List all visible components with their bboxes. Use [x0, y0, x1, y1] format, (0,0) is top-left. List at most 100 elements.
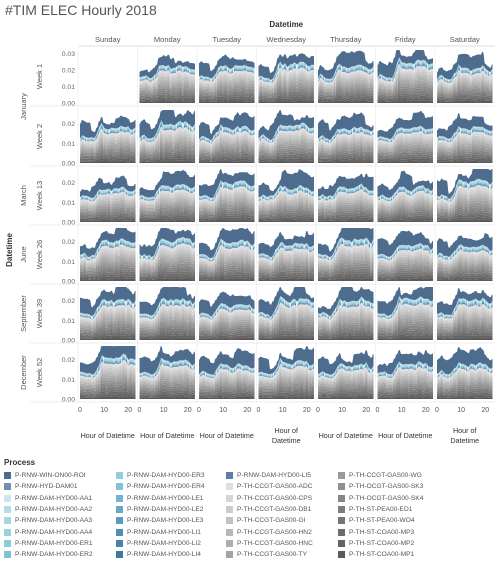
area-p-rnw-dam-hyd00-le3	[318, 129, 374, 143]
legend-item[interactable]: P-TH-CCGT-GAS00-TY	[226, 549, 338, 560]
legend-item[interactable]: P-TH-CCGT-GAS00-HNC	[226, 538, 338, 549]
legend-item[interactable]: P-RNW-WIN-ON00-ROI	[4, 470, 116, 481]
area-p-rnw-dam-hyd00-li4	[199, 128, 255, 144]
area-p-th-ocgt-gas00-sk4	[139, 324, 195, 334]
x-axis-label: Datetime	[272, 436, 301, 445]
area-p-th-ocgt-gas00-sk4	[437, 324, 493, 333]
legend-item[interactable]: P-RNW-DAM-HYD00-AA4	[4, 526, 116, 537]
area-p-th-ccgt-gas00-hnc	[437, 80, 493, 92]
area-p-th-ccgt-gas00-gi	[377, 196, 433, 208]
area-p-th-st-coa00-mp1	[258, 100, 314, 103]
legend-item[interactable]: P-TH-CCGT-GAS00-DB1	[226, 504, 338, 515]
area-p-th-ccgt-gas00-adc	[377, 248, 433, 262]
area-p-th-ccgt-gas00-adc	[139, 69, 195, 83]
area-p-th-st-coa00-mp3	[377, 332, 433, 338]
legend-item[interactable]: P-RNW-DAM-HYD00-LI4	[116, 549, 226, 560]
area-p-th-st-coa00-mp1	[318, 160, 374, 163]
column-header-title: Datetime	[269, 20, 303, 29]
area-p-rnw-dam-hyd00-er2	[258, 359, 314, 376]
area-p-th-st-pea00-ed1	[199, 268, 255, 276]
legend-item[interactable]: P-RNW-DAM-HYD00-ER2	[4, 549, 116, 560]
legend-item[interactable]: P-TH-ST-COA00-MP2	[338, 538, 450, 549]
area-p-th-ccgt-gas00-hnc	[199, 81, 255, 91]
area-p-th-st-coa00-mp2	[258, 394, 314, 398]
legend-item[interactable]: P-RNW-DAM-HYD00-ER1	[4, 538, 116, 549]
legend-item[interactable]	[116, 560, 226, 571]
legend-item[interactable]: P-RNW-HYD-DAM01	[4, 481, 116, 492]
legend-item[interactable]: P-RNW-DAM-HYD00-LE2	[116, 504, 226, 515]
legend-item[interactable]: P-RNW-DAM-HYD00-AA2	[4, 504, 116, 515]
legend-item[interactable]: P-RNW-DAM-HYD00-LE3	[116, 515, 226, 526]
area-p-th-ocgt-gas00-sk3	[139, 263, 195, 274]
area-p-th-ccgt-gas00-hn2	[437, 78, 493, 90]
x-tick-label: 20	[422, 407, 430, 414]
area-p-th-ccgt-gas00-hn2	[139, 313, 195, 327]
legend-item[interactable]: P-RNW-DAM-HYD00-LE1	[116, 493, 226, 504]
area-p-th-ccgt-gas00-adc	[80, 191, 136, 203]
area-p-th-ccgt-gas00-ty	[377, 79, 433, 92]
legend-swatch	[338, 517, 345, 525]
legend-item[interactable]: P-TH-CCGT-GAS00-CPS	[226, 493, 338, 504]
area-p-rnw-dam-hyd00-li5	[318, 366, 374, 379]
area-p-th-ccgt-gas00-ty	[258, 378, 314, 388]
area-p-th-ccgt-gas00-db1	[139, 308, 195, 324]
area-p-th-ccgt-gas00-cps	[437, 251, 493, 264]
legend-item[interactable]: P-RNW-DAM-HYD00-LI2	[116, 538, 226, 549]
area-p-th-ccgt-gas00-gi	[258, 196, 314, 207]
area-p-th-ccgt-gas00-hnc	[80, 201, 136, 210]
legend-item[interactable]: P-TH-CCGT-GAS00-GI	[226, 515, 338, 526]
area-p-th-ccgt-gas00-cps	[318, 70, 374, 86]
legend-item[interactable]: P-TH-ST-PEA00-WO4	[338, 515, 450, 526]
area-p-th-ccgt-gas00-ty	[199, 379, 255, 388]
area-p-rnw-hyd-dam01	[199, 124, 255, 141]
legend-item[interactable]	[338, 560, 450, 571]
area-p-th-ccgt-gas00-gi	[199, 136, 255, 150]
faceted-area-chart: Datetime Sunday Monday Tuesday Wednesday Thur…	[5, 20, 495, 445]
area-p-th-ccgt-gas00-gi	[377, 308, 433, 325]
legend-label: P-TH-OCGT-GAS00-SK3	[349, 483, 424, 491]
area-p-th-ccgt-gas00-hnc	[139, 200, 195, 210]
area-p-th-ccgt-gas00-db1	[80, 132, 136, 147]
area-p-rnw-dam-hyd00-er3	[258, 124, 314, 142]
area-p-th-ccgt-gas00-adc	[80, 304, 136, 322]
area-p-rnw-dam-hyd00-li1	[437, 67, 493, 83]
legend-swatch	[226, 528, 233, 536]
area-p-th-ccgt-gas00-ty	[139, 378, 195, 388]
legend-item[interactable]: P-RNW-DAM-HYD00-ER4	[116, 481, 226, 492]
legend-item[interactable]: P-RNW-DAM-HYD00-LI1	[116, 526, 226, 537]
legend-item[interactable]: P-TH-CCGT-GAS00-WG	[338, 470, 450, 481]
area-p-th-ccgt-gas00-db1	[139, 74, 195, 87]
area-p-th-ccgt-gas00-gi	[139, 195, 195, 207]
legend-item[interactable]	[4, 560, 116, 571]
area-p-th-ccgt-gas00-wg	[199, 202, 255, 213]
legend-item[interactable]: P-TH-ST-PEA00-ED1	[338, 504, 450, 515]
legend-item[interactable]: P-TH-ST-COA00-MP3	[338, 526, 450, 537]
area-p-th-ccgt-gas00-hn2	[318, 77, 374, 90]
legend-item[interactable]: P-TH-CCGT-GAS00-ADC	[226, 481, 338, 492]
area-p-th-ccgt-gas00-cps	[139, 305, 195, 322]
y-tick-label: 0.01	[62, 377, 75, 384]
legend-item[interactable]: P-RNW-DAM-HYD00-ER3	[116, 470, 226, 481]
area-p-th-st-coa00-mp3	[139, 391, 195, 397]
area-p-th-ocgt-gas00-sk4	[80, 148, 136, 157]
area-p-th-ocgt-gas00-sk3	[258, 147, 314, 156]
area-p-th-ccgt-gas00-cps	[139, 365, 195, 381]
area-p-th-ccgt-gas00-hn2	[377, 198, 433, 209]
area-p-th-st-coa00-mp2	[139, 98, 195, 102]
area-p-th-ccgt-gas00-adc	[139, 242, 195, 262]
legend-item[interactable]: P-TH-OCGT-GAS00-SK3	[338, 481, 450, 492]
legend-item[interactable]: P-TH-ST-COA00-MP1	[338, 549, 450, 560]
legend-item[interactable]: P-TH-OCGT-GAS00-SK4	[338, 493, 450, 504]
legend-item[interactable]: P-RNW-DAM-HYD00-LI5	[226, 470, 338, 481]
legend-item[interactable]: P-RNW-DAM-HYD00-AA1	[4, 493, 116, 504]
legend-item[interactable]	[226, 560, 338, 571]
area-p-th-st-coa00-mp3	[139, 95, 195, 101]
x-tick-label: 20	[124, 407, 132, 414]
legend-item[interactable]: P-TH-CCGT-GAS00-HN2	[226, 526, 338, 537]
legend-item[interactable]: P-RNW-DAM-HYD00-AA3	[4, 515, 116, 526]
area-p-th-ccgt-gas00-db1	[80, 195, 136, 206]
area-p-th-ccgt-gas00-db1	[377, 306, 433, 324]
x-axis-label: Hour of	[274, 426, 298, 435]
area-p-th-st-coa00-mp2	[199, 216, 255, 221]
column-header-monday: Monday	[154, 35, 181, 44]
